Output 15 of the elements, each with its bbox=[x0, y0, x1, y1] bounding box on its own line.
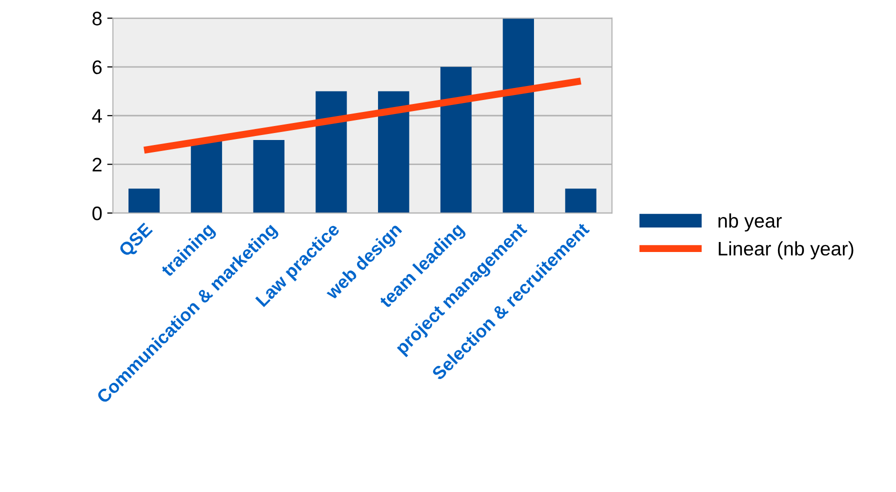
y-tick-label: 0 bbox=[92, 206, 102, 220]
legend-label: Linear (nb year) bbox=[718, 241, 854, 260]
bar bbox=[440, 66, 472, 214]
bar bbox=[378, 91, 410, 214]
bar bbox=[253, 140, 284, 214]
bar bbox=[128, 188, 160, 214]
legend-label: nb year bbox=[718, 213, 782, 232]
y-tick-label: 2 bbox=[92, 158, 102, 172]
bar bbox=[502, 18, 534, 214]
y-tick-label: 6 bbox=[92, 60, 102, 74]
bar bbox=[316, 91, 347, 214]
bar bbox=[565, 188, 596, 214]
bar bbox=[190, 140, 222, 214]
y-tick-label: 4 bbox=[92, 109, 102, 123]
y-tick-label: 8 bbox=[92, 12, 102, 26]
